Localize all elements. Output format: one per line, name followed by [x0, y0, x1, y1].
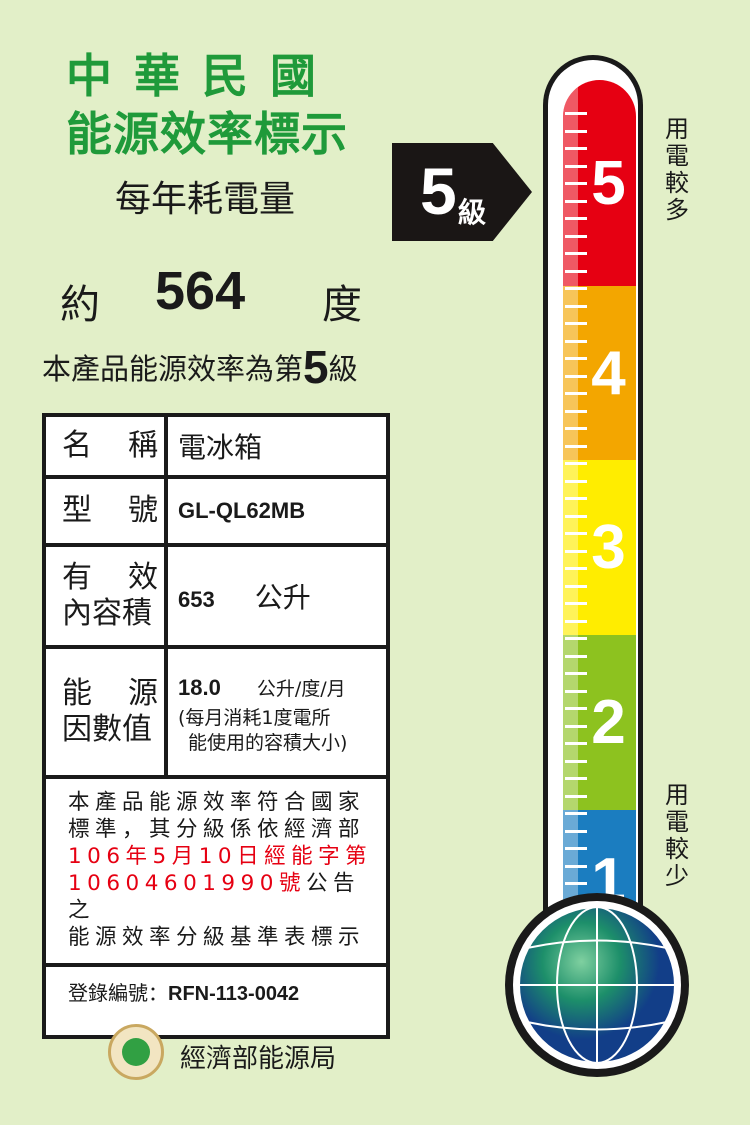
globe-icon: [505, 893, 689, 1077]
subtitle: 每年耗電量: [115, 179, 296, 220]
less-usage-label: 用電較少: [665, 781, 689, 890]
scale-tick: [565, 514, 587, 518]
scale-tick: [565, 549, 587, 553]
title-line-2: 能源效率標示: [66, 107, 348, 161]
grade-statement-suffix: 級: [328, 352, 358, 386]
grade-statement: 本產品能源效率為第5級: [42, 340, 358, 394]
grade-band-label: 5: [591, 148, 626, 218]
scale-tick: [565, 444, 587, 448]
scale-tick: [565, 864, 587, 868]
scale-tick: [565, 392, 587, 395]
more-usage-label: 用電較多: [665, 115, 689, 224]
bureau-name: 經濟部能源局: [180, 1044, 337, 1074]
registration-label: 登錄編號：: [68, 980, 168, 1005]
scale-tick: [565, 147, 587, 150]
scale-tick: [565, 129, 587, 133]
scale-tick: [565, 287, 587, 290]
scale-tick: [565, 199, 587, 203]
scale-tick: [565, 882, 587, 885]
usage-prefix: 約: [60, 282, 100, 328]
volume-value: 653: [178, 587, 215, 612]
scale-tick: [565, 847, 587, 850]
scale-tick: [565, 462, 587, 465]
volume-cell: 653 公升: [164, 543, 390, 649]
usage-unit: 度: [322, 282, 362, 328]
scale-tick: [565, 339, 587, 343]
grade-statement-text: 本產品能源效率為第: [42, 352, 304, 386]
scale-tick: [565, 654, 587, 658]
scale-tick: [565, 532, 587, 535]
scale-tick: [565, 812, 587, 815]
scale-tick: [565, 357, 587, 360]
scale-tick: [565, 567, 587, 570]
grade-band-2: 2: [563, 635, 636, 810]
model-label: 型號: [42, 475, 168, 547]
bureau-logo: [108, 1024, 164, 1080]
scale-tick: [565, 252, 587, 255]
scale-tick: [565, 584, 587, 588]
scale-tick: [565, 304, 587, 308]
scale-tick: [565, 672, 587, 675]
scale-tick: [565, 427, 587, 430]
grade-band-3: 3: [563, 460, 636, 635]
factor-label: 能源因數值: [42, 645, 168, 779]
scale-tick: [565, 777, 587, 780]
scale-tick: [565, 112, 587, 115]
scale-tick: [565, 234, 587, 238]
scale-tick: [565, 497, 587, 500]
factor-note: (每月消耗1度電所 能使用的容積大小): [178, 706, 348, 754]
factor-cell: 18.0 公升/度/月 (每月消耗1度電所 能使用的容積大小): [164, 645, 390, 779]
scale-tick: [565, 409, 587, 413]
notice-text: 本產品能源效率符合國家 標準，其分級係依經濟部 106年5月10日經能字第 10604…: [42, 775, 390, 967]
indicator-suffix: 級: [458, 196, 487, 229]
grade-band-label: 4: [591, 338, 626, 408]
scale-tick: [565, 619, 587, 623]
title-line-1: 中華民國: [66, 49, 338, 103]
scale-tick: [565, 164, 587, 168]
scale-tick: [565, 217, 587, 220]
scale-tick: [565, 742, 587, 745]
grade-band-label: 2: [591, 688, 626, 757]
scale-tick: [565, 637, 587, 640]
factor-unit: 公升/度/月: [256, 677, 346, 700]
grade-band-label: 3: [591, 513, 626, 582]
scale-tick: [565, 479, 587, 483]
grade-statement-number: 5: [303, 341, 329, 393]
spec-table: 名稱電冰箱 型號 GL-QL62MB 有效內容積 653 公升 能源因數值 18.0 公升…: [42, 413, 390, 1039]
volume-unit: 公升: [254, 581, 311, 614]
volume-label: 有效內容積: [42, 543, 168, 649]
grade-band-4: 4: [563, 286, 636, 460]
scale-tick: [565, 602, 587, 605]
name-value: 電冰箱: [164, 413, 390, 479]
scale-tick: [565, 829, 587, 833]
scale-tick: [565, 794, 587, 798]
scale-tick: [565, 724, 587, 728]
scale-tick: [565, 707, 587, 710]
factor-value: 18.0: [178, 674, 221, 700]
scale-tick: [565, 689, 587, 693]
registration: 登錄編號：RFN-113-0042: [42, 963, 390, 1039]
registration-number: RFN-113-0042: [168, 982, 300, 1005]
usage-value: 564: [155, 261, 246, 321]
scale-tick: [565, 374, 587, 378]
scale-tick: [565, 182, 587, 185]
scale-tick: [565, 759, 587, 763]
model-value: GL-QL62MB: [164, 475, 390, 547]
indicator-grade: 5: [420, 154, 457, 228]
name-label: 名稱: [42, 413, 168, 479]
scale-tick: [565, 322, 587, 325]
scale-tick: [565, 269, 587, 273]
